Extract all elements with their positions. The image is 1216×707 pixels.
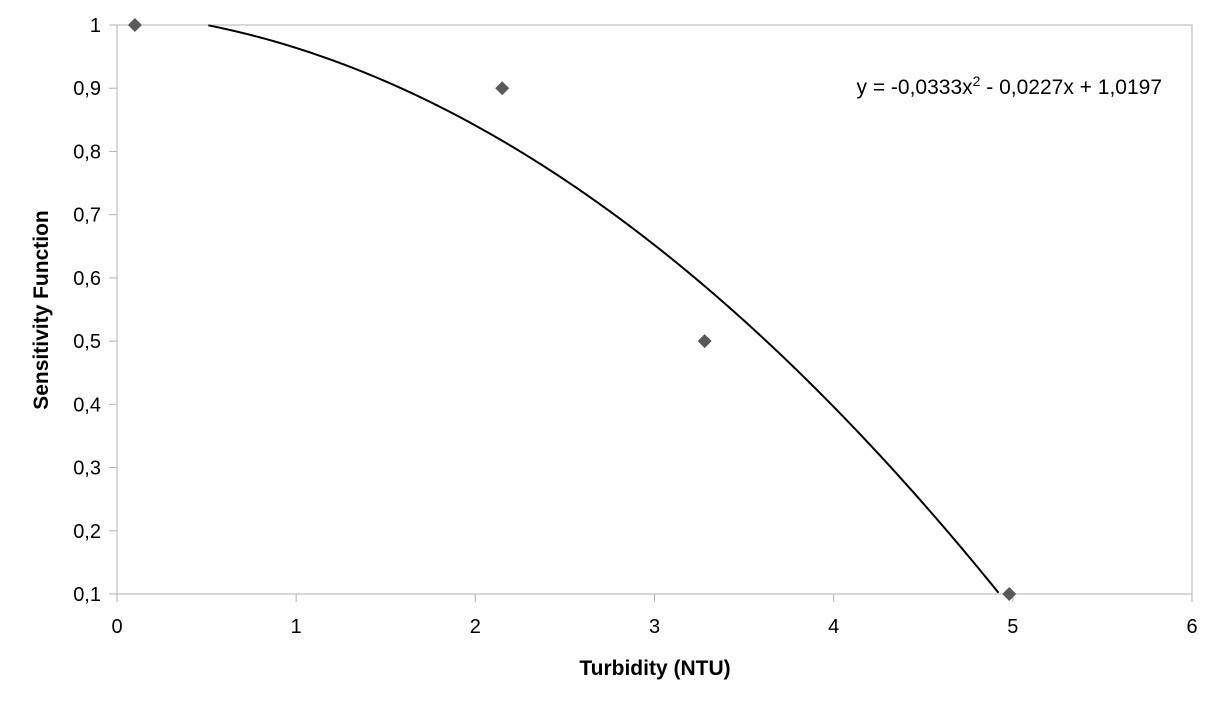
x-tick-label: 5 — [1007, 616, 1018, 638]
equation-superscript: 2 — [973, 73, 981, 89]
y-axis: 0,1 0,2 0,3 0,4 0,5 0,6 0,7 0,8 0,9 1 — [73, 15, 117, 606]
y-axis-title: Sensitivity Function — [30, 210, 53, 410]
y-tick-label: 0,8 — [73, 141, 101, 163]
x-axis-title: Turbidity (NTU) — [579, 657, 730, 680]
data-point — [127, 18, 142, 32]
y-tick-label: 0,7 — [73, 205, 101, 227]
y-tick-label: 1 — [90, 15, 101, 37]
y-tick-label: 0,4 — [73, 394, 101, 416]
x-tick-label: 3 — [649, 616, 660, 638]
y-tick-label: 0,5 — [73, 331, 101, 353]
x-tick-label: 2 — [470, 616, 481, 638]
y-tick-label: 0,6 — [73, 268, 101, 290]
y-tick-label: 0,1 — [73, 584, 101, 606]
data-point — [1002, 587, 1017, 601]
data-points — [127, 18, 1017, 601]
trendline — [208, 24, 1000, 594]
y-tick-label: 0,9 — [73, 78, 101, 100]
x-tick-label: 4 — [828, 616, 839, 638]
x-tick-label: 1 — [291, 616, 302, 638]
y-tick-label: 0,2 — [73, 521, 101, 543]
x-axis: 0 1 2 3 4 5 6 — [111, 594, 1198, 638]
trendline-group — [208, 24, 1000, 594]
x-tick-label: 6 — [1186, 616, 1197, 638]
data-point — [495, 81, 510, 96]
y-tick-label: 0,3 — [73, 458, 101, 480]
data-point — [697, 334, 712, 349]
trendline-equation: y = -0,0333x2 - 0,0227x + 1,0197 — [856, 73, 1162, 99]
equation-suffix: - 0,0227x + 1,0197 — [980, 76, 1162, 99]
plot-area — [116, 24, 1193, 595]
equation-prefix: y = -0,0333x — [856, 76, 973, 99]
x-tick-label: 0 — [111, 616, 122, 638]
